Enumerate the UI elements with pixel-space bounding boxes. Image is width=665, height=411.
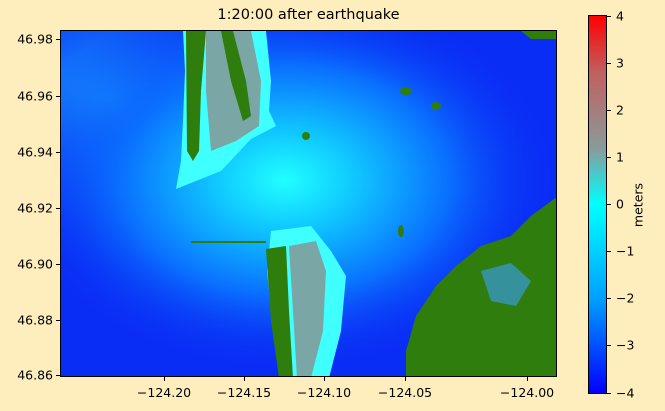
y-tick-label: 46.88 [17,312,53,328]
x-tick-label: −124.15 [216,385,272,400]
y-tick-label: 46.92 [17,200,53,216]
colorbar-tick-mark [607,204,611,205]
colorbar-tick-label: 4 [616,8,624,24]
y-tick-label: 46.86 [17,367,53,383]
land-south-spit [266,246,293,376]
colorbar-tick-label: −2 [616,290,635,306]
colorbar-tick-label: 0 [616,196,624,212]
colorbar-label: meters [630,182,646,228]
jetty [191,241,266,243]
colorbar [588,15,607,394]
y-tick-label: 46.90 [17,256,53,272]
x-tick-label: −124.20 [136,385,192,400]
x-tick-mark [324,377,325,381]
y-tick-mark [56,264,60,265]
colorbar-tick-label: 3 [616,55,624,71]
land-north-interior [206,31,261,151]
y-tick-label: 46.98 [17,31,53,47]
y-tick-mark [56,375,60,376]
land-northeast [521,31,556,39]
land-north-spit [186,31,206,161]
x-tick-mark [164,377,165,381]
land-south-interior [289,241,326,376]
colorbar-tick-mark [607,298,611,299]
y-tick-mark [56,208,60,209]
y-tick-mark [56,152,60,153]
y-tick-mark [56,320,60,321]
land-mainland-southeast [406,197,556,376]
tsunami-map [60,30,557,377]
y-tick-label: 46.96 [17,88,53,104]
x-tick-mark [405,377,406,381]
x-tick-label: −124.10 [296,385,352,400]
x-tick-mark [244,377,245,381]
island [431,102,441,110]
island [400,87,412,95]
colorbar-tick-mark [607,63,611,64]
island [302,132,310,140]
colorbar-tick-mark [607,16,611,17]
map-canvas [61,31,556,376]
colorbar-tick-label: 2 [616,102,624,118]
colorbar-tick-label: −1 [616,243,635,259]
island [398,225,404,237]
y-tick-mark [56,39,60,40]
map-title: 1:20:00 after earthquake [217,7,400,23]
colorbar-tick-mark [607,157,611,158]
colorbar-tick-mark [607,251,611,252]
colorbar-tick-mark [607,110,611,111]
x-tick-mark [527,377,528,381]
y-tick-label: 46.94 [17,144,53,160]
colorbar-tick-label: 1 [616,149,624,165]
colorbar-tick-mark [607,393,611,394]
colorbar-tick-label: −4 [616,385,635,401]
y-tick-mark [56,96,60,97]
x-tick-label: −124.05 [377,385,433,400]
x-tick-label: −124.00 [499,385,555,400]
colorbar-tick-label: −3 [616,337,635,353]
colorbar-tick-mark [607,345,611,346]
